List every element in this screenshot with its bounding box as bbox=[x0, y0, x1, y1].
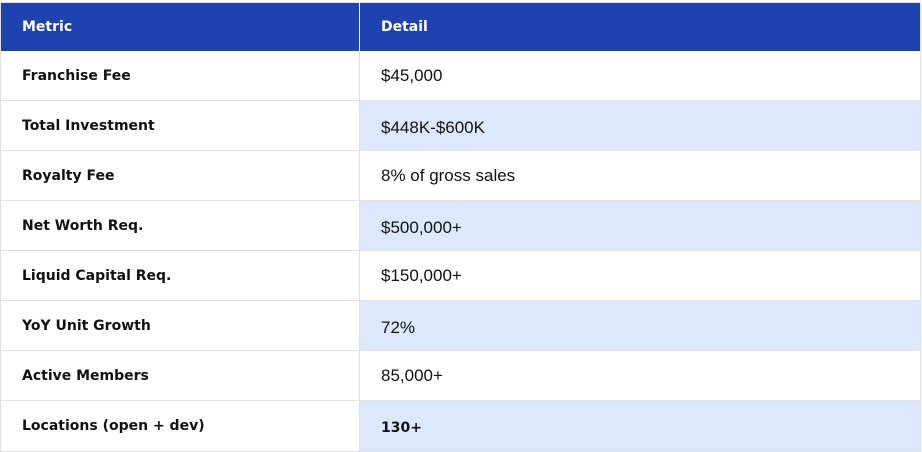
metric-cell: Total Investment bbox=[1, 101, 360, 150]
table-row: Net Worth Req. $500,000+ bbox=[1, 201, 920, 251]
table-row: Total Investment $448K-$600K bbox=[1, 101, 920, 151]
detail-cell: $45,000 bbox=[381, 65, 443, 85]
detail-column-header: Detail bbox=[381, 19, 428, 35]
metric-cell: Net Worth Req. bbox=[1, 201, 360, 250]
metric-cell: Royalty Fee bbox=[1, 151, 360, 200]
metric-cell: Franchise Fee bbox=[1, 51, 360, 100]
table-row: Locations (open + dev) 130+ bbox=[1, 401, 920, 451]
detail-cell: 85,000+ bbox=[381, 365, 443, 385]
detail-cell: 130+ bbox=[360, 401, 920, 451]
metric-cell: YoY Unit Growth bbox=[1, 301, 360, 350]
table-row: YoY Unit Growth 72% bbox=[1, 301, 920, 351]
detail-cell: $500,000+ bbox=[360, 201, 920, 250]
metric-column-header: Metric bbox=[1, 3, 360, 51]
metric-cell: Liquid Capital Req. bbox=[1, 251, 360, 300]
table-row: Liquid Capital Req. $150,000+ bbox=[1, 251, 920, 301]
detail-cell: $150,000+ bbox=[381, 265, 462, 285]
table-row: Franchise Fee $45,000 bbox=[1, 51, 920, 101]
detail-cell: $448K-$600K bbox=[360, 101, 920, 150]
metric-cell: Active Members bbox=[1, 351, 360, 400]
detail-cell: 72% bbox=[360, 301, 920, 350]
metric-cell: Locations (open + dev) bbox=[1, 401, 360, 451]
table-row: Royalty Fee 8% of gross sales bbox=[1, 151, 920, 201]
detail-cell: 8% of gross sales bbox=[381, 165, 516, 185]
table-row: Active Members 85,000+ bbox=[1, 351, 920, 401]
table-header-row: Metric Detail bbox=[1, 3, 920, 51]
